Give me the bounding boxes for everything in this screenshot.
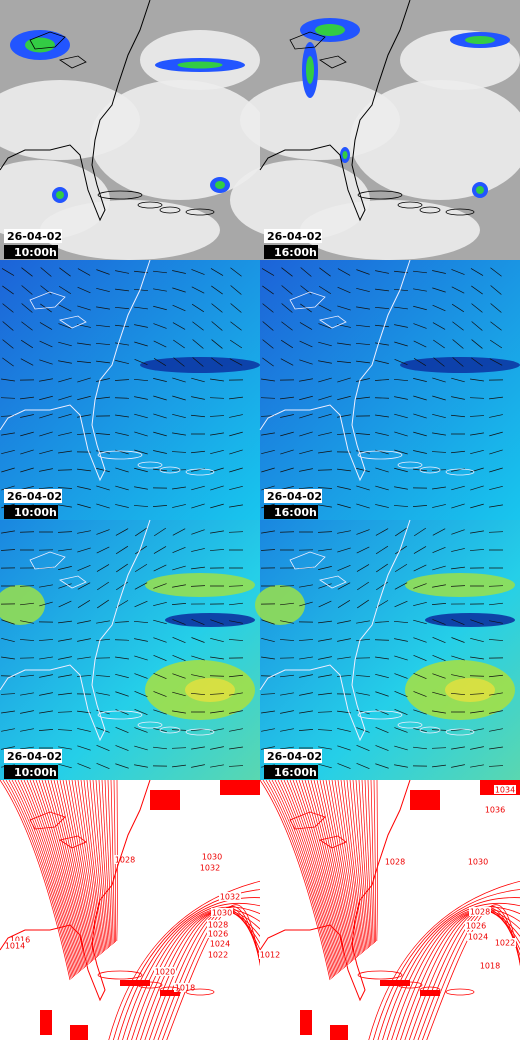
isobar-label: 1028 (115, 856, 135, 865)
date-label: 26-04-02 (267, 750, 322, 763)
isobar-label: 1030 (468, 858, 488, 867)
time-label: 10:00h (14, 766, 57, 779)
land-fill (120, 980, 150, 986)
precip-core (215, 181, 225, 189)
precip-core (476, 186, 484, 194)
isobar-label: 1014 (5, 942, 25, 951)
precip-core (178, 62, 223, 69)
precip-core (315, 24, 345, 36)
isobar-label: 1022 (495, 939, 515, 948)
wind-background (0, 260, 260, 520)
isobar-label: 1024 (210, 940, 230, 949)
isobar-label: 1020 (155, 968, 175, 977)
isobar-label: 1022 (208, 951, 228, 960)
speed-area (425, 613, 515, 627)
isobar-label: 1024 (468, 933, 488, 942)
precip-core (56, 191, 64, 199)
map-panel: 26-04-02 16:00h (255, 520, 520, 780)
isobar-label: 1034 (495, 786, 515, 795)
speed-area (145, 573, 255, 597)
land-fill (70, 1025, 88, 1040)
speed-area (405, 573, 515, 597)
speed-area (185, 678, 235, 702)
land-fill (410, 790, 440, 810)
wind-background (260, 260, 520, 520)
isobar-label: 1012 (260, 951, 280, 960)
isobar-label: 1026 (208, 930, 228, 939)
date-label: 26-04-02 (7, 230, 62, 243)
isobar-label: 1030 (202, 853, 222, 862)
isobar-label: 1032 (200, 864, 220, 873)
windspeed-background (260, 520, 520, 780)
speed-area (445, 678, 495, 702)
isobar-label: 1032 (220, 893, 240, 902)
precip-core (25, 38, 55, 53)
land-fill (330, 1025, 348, 1040)
map-panel: 26-04-02 10:00h (0, 520, 260, 780)
isobar-label: 1030 (212, 909, 232, 918)
land-fill (300, 1010, 312, 1035)
isobar-label: 1018 (480, 962, 500, 971)
windspeed-background (0, 520, 260, 780)
map-panel: 26-04-02 16:00h (230, 0, 520, 260)
precip-core (306, 56, 314, 84)
land-fill (380, 980, 410, 986)
time-label: 10:00h (14, 506, 57, 519)
map-panel: 26-04-02 10:00h (0, 260, 260, 520)
speed-area (255, 585, 305, 625)
isobar-label: 1028 (208, 921, 228, 930)
map-panel: 26-04-02 10:00h (0, 0, 270, 260)
date-label: 26-04-02 (267, 230, 322, 243)
speed-area (165, 613, 255, 627)
map-panel: 26-04-02 16:00h (260, 260, 520, 520)
land-fill (40, 1010, 52, 1035)
date-label: 26-04-02 (7, 490, 62, 503)
land-fill (150, 790, 180, 810)
time-label: 16:00h (274, 766, 317, 779)
isobar-label: 1028 (470, 908, 490, 917)
date-label: 26-04-02 (267, 490, 322, 503)
precip-core (343, 151, 348, 159)
land-fill (220, 780, 260, 795)
time-label: 16:00h (274, 506, 317, 519)
map-panel: 1034 1036 1028 1030 1028 1026 1024 1022 1018 1012 (259, 780, 520, 1040)
isobar-label: 1026 (466, 922, 486, 931)
isobar-label: 1028 (385, 858, 405, 867)
date-label: 26-04-02 (7, 750, 62, 763)
time-label: 16:00h (274, 246, 317, 259)
time-label: 10:00h (14, 246, 57, 259)
precip-core (465, 36, 495, 44)
isobar-label: 1036 (485, 806, 505, 815)
